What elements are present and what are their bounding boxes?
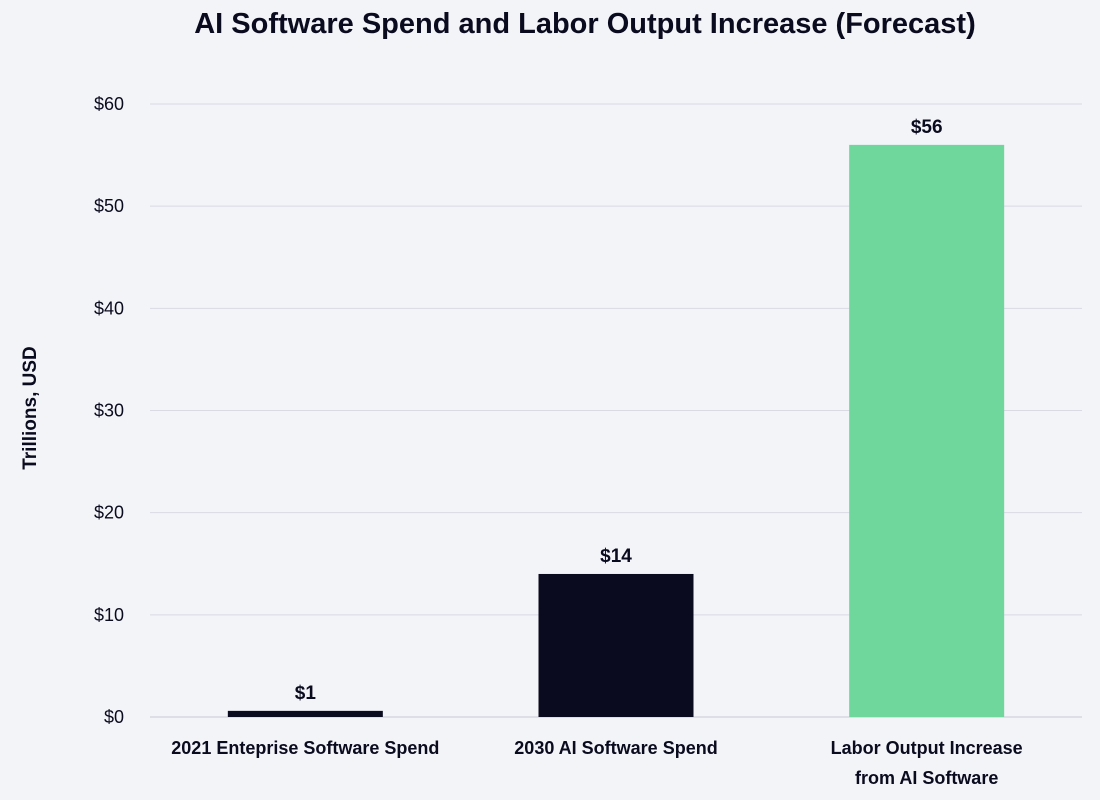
bar-1 [538,573,694,717]
category-label-2: Labor Output Increase [831,738,1023,758]
y-tick-label: $20 [94,503,124,523]
bar-value-label-0: $1 [295,683,317,704]
y-axis-ticks: $0 $10 $20 $30 $40 $50 $60 [94,94,124,727]
category-label-2: from AI Software [855,768,998,788]
y-tick-label: $0 [104,707,124,727]
y-tick-label: $50 [94,196,124,216]
bar-value-label-1: $14 [600,546,632,567]
value-labels: $1 $14 $56 [295,117,943,704]
chart-title: AI Software Spend and Labor Output Incre… [194,8,976,40]
y-tick-label: $10 [94,605,124,625]
bar-0 [227,710,383,717]
category-label-1: 2030 AI Software Spend [514,738,717,758]
category-label-0: 2021 Enteprise Software Spend [171,738,439,758]
gridlines [150,103,1082,718]
y-tick-label: $60 [94,94,124,114]
bars [227,144,1005,717]
category-labels: 2021 Enteprise Software Spend 2030 AI Sof… [171,738,1022,788]
y-axis-label: Trillions, USD [20,346,41,470]
y-tick-label: $40 [94,298,124,318]
y-tick-label: $30 [94,401,124,421]
bar-value-label-2: $56 [911,117,943,138]
bar-2 [849,144,1005,717]
